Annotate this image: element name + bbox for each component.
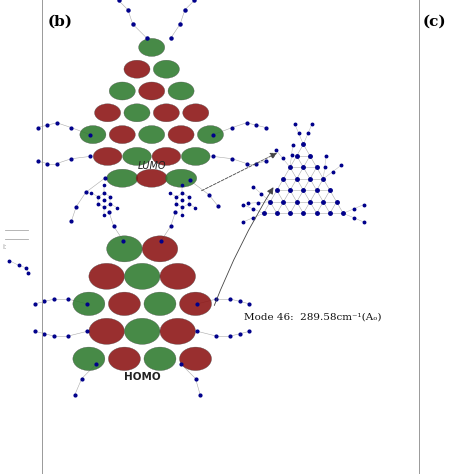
Ellipse shape (73, 347, 105, 371)
Ellipse shape (160, 264, 195, 289)
Ellipse shape (138, 126, 165, 144)
Ellipse shape (124, 264, 160, 289)
Ellipse shape (153, 104, 179, 122)
Ellipse shape (109, 347, 140, 371)
Ellipse shape (182, 147, 210, 165)
Ellipse shape (124, 319, 160, 344)
Ellipse shape (138, 82, 165, 100)
Ellipse shape (180, 347, 211, 371)
Ellipse shape (142, 236, 178, 262)
Ellipse shape (154, 60, 179, 78)
Ellipse shape (144, 292, 176, 316)
Ellipse shape (107, 169, 138, 187)
Text: i:: i: (2, 244, 7, 250)
Ellipse shape (93, 147, 122, 165)
Ellipse shape (80, 126, 106, 144)
Text: HOMO: HOMO (124, 372, 161, 382)
Ellipse shape (107, 236, 142, 262)
Ellipse shape (124, 60, 150, 78)
Ellipse shape (197, 126, 223, 144)
Ellipse shape (123, 147, 151, 165)
Text: (b): (b) (47, 14, 73, 28)
Ellipse shape (138, 38, 165, 56)
Ellipse shape (160, 319, 195, 344)
Ellipse shape (109, 292, 140, 316)
Ellipse shape (168, 126, 194, 144)
Text: LUMO: LUMO (137, 161, 166, 171)
Ellipse shape (180, 292, 211, 316)
Ellipse shape (73, 292, 105, 316)
Ellipse shape (168, 82, 194, 100)
Ellipse shape (94, 104, 120, 122)
Ellipse shape (89, 264, 124, 289)
Ellipse shape (89, 319, 124, 344)
Ellipse shape (124, 104, 150, 122)
Text: (c): (c) (423, 14, 447, 28)
Ellipse shape (183, 104, 209, 122)
Ellipse shape (109, 126, 136, 144)
Ellipse shape (165, 169, 197, 187)
Ellipse shape (136, 169, 167, 187)
Ellipse shape (152, 147, 181, 165)
Ellipse shape (144, 347, 176, 371)
Ellipse shape (109, 82, 136, 100)
Text: Mode 46:  289.58cm⁻¹(Aₒ): Mode 46: 289.58cm⁻¹(Aₒ) (244, 313, 382, 322)
